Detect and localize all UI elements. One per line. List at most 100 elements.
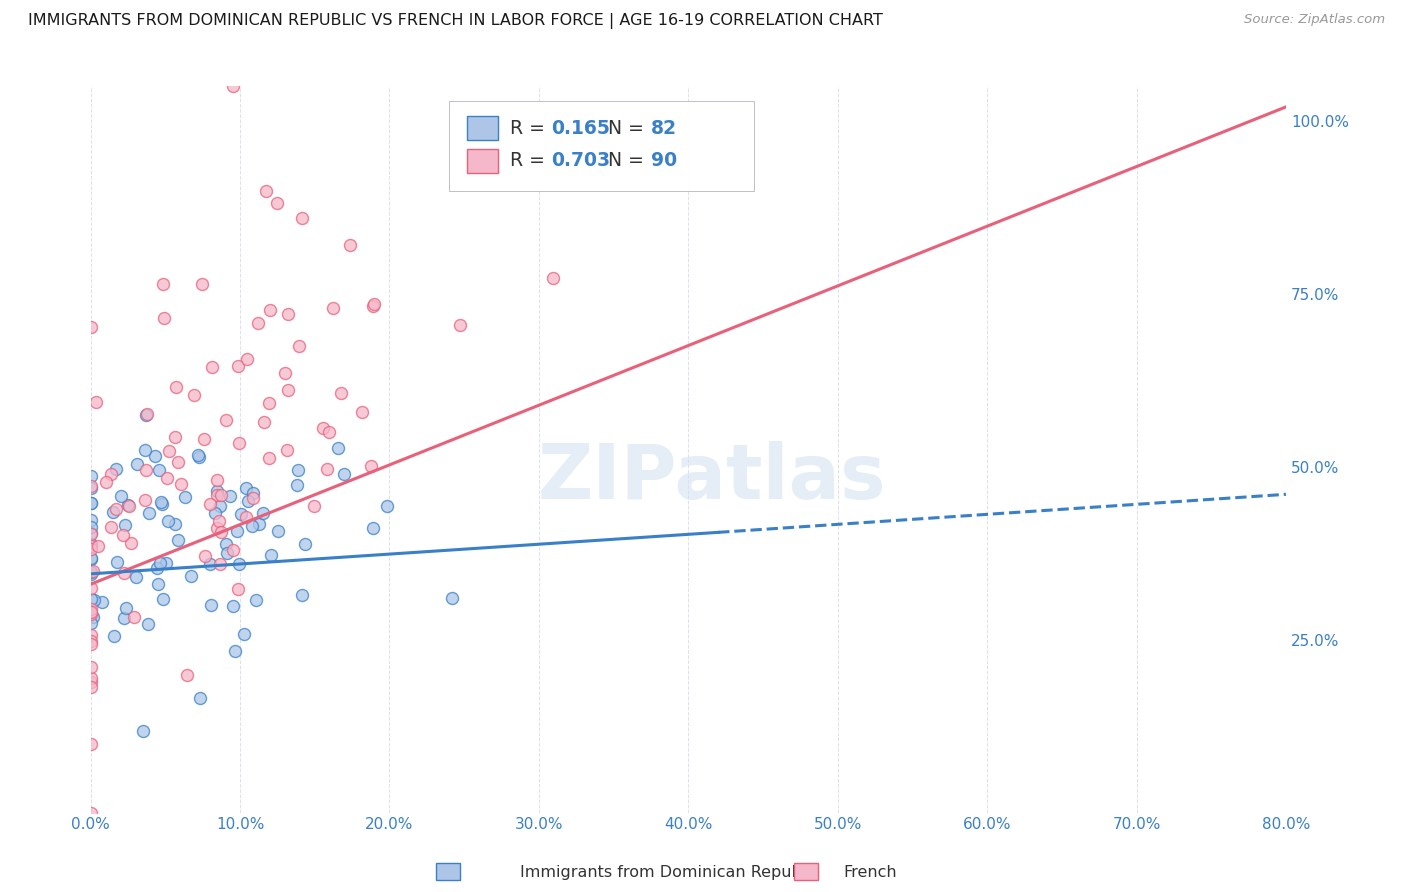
Point	[79, 628, 101, 642]
Point	[215, 412, 238, 426]
Point	[79, 496, 101, 510]
Point	[193, 549, 215, 564]
Point	[291, 211, 314, 225]
Point	[228, 436, 250, 450]
Point	[79, 552, 101, 566]
Point	[235, 510, 257, 524]
Point	[79, 479, 101, 493]
Point	[79, 566, 101, 581]
Point	[350, 405, 373, 419]
FancyBboxPatch shape	[467, 116, 498, 140]
Point	[136, 407, 159, 421]
Point	[83, 593, 105, 607]
Point	[205, 488, 228, 502]
Point	[152, 592, 174, 607]
Text: Source: ZipAtlas.com: Source: ZipAtlas.com	[1244, 13, 1385, 27]
Point	[294, 537, 316, 551]
Point	[94, 475, 117, 490]
Point	[267, 524, 290, 539]
Point	[143, 449, 166, 463]
Point	[150, 495, 173, 509]
Point	[79, 616, 101, 631]
Text: 90: 90	[651, 152, 678, 170]
Point	[541, 270, 564, 285]
Point	[318, 425, 340, 439]
Point	[79, 674, 101, 689]
Point	[79, 537, 101, 551]
Point	[100, 467, 122, 482]
Point	[135, 408, 157, 422]
Point	[79, 660, 101, 674]
Point	[198, 557, 221, 571]
Text: N =: N =	[596, 119, 650, 137]
Point	[285, 477, 308, 491]
Point	[312, 420, 335, 434]
Point	[87, 539, 110, 553]
Point	[205, 473, 228, 487]
Point	[226, 359, 249, 373]
Point	[205, 521, 228, 535]
Point	[228, 557, 250, 571]
Point	[242, 491, 264, 506]
Point	[360, 459, 382, 474]
Point	[79, 481, 101, 495]
Point	[156, 470, 179, 484]
Point	[235, 481, 257, 495]
Point	[104, 502, 127, 516]
Point	[79, 566, 101, 580]
Point	[117, 499, 139, 513]
Point	[326, 441, 349, 455]
Point	[209, 524, 232, 539]
Point	[79, 527, 101, 541]
Point	[221, 79, 243, 94]
Point	[226, 582, 249, 596]
Point	[198, 497, 221, 511]
Point	[115, 601, 138, 615]
Point	[134, 492, 156, 507]
Point	[173, 490, 195, 504]
Point	[79, 737, 101, 751]
Point	[79, 581, 101, 595]
Point	[193, 432, 215, 446]
Point	[79, 525, 101, 540]
Point	[100, 519, 122, 533]
Point	[242, 486, 264, 500]
Point	[79, 542, 101, 557]
Point	[165, 380, 187, 394]
Point	[191, 277, 214, 291]
Point	[79, 496, 101, 510]
Point	[90, 595, 112, 609]
Point	[266, 195, 288, 210]
Point	[131, 724, 153, 739]
Point	[125, 457, 148, 471]
Point	[157, 515, 180, 529]
Point	[79, 605, 101, 619]
Point	[103, 505, 125, 519]
Point	[232, 627, 254, 641]
Point	[155, 557, 177, 571]
Point	[209, 487, 232, 501]
Point	[145, 561, 167, 575]
Point	[167, 455, 190, 469]
Point	[247, 516, 270, 531]
Point	[138, 506, 160, 520]
Point	[165, 430, 187, 444]
Point	[217, 546, 239, 560]
Point	[219, 489, 242, 503]
Point	[361, 521, 384, 535]
Point	[247, 316, 270, 330]
Point	[224, 644, 246, 658]
Text: 0.165: 0.165	[551, 119, 610, 137]
Point	[236, 351, 259, 366]
Point	[79, 592, 101, 607]
Point	[201, 360, 224, 375]
Point	[277, 307, 299, 321]
Point	[183, 388, 205, 402]
Point	[339, 238, 361, 252]
Point	[79, 551, 101, 566]
Point	[222, 599, 245, 613]
Text: ZIPatlas: ZIPatlas	[538, 442, 887, 516]
Point	[79, 634, 101, 648]
Point	[153, 310, 176, 325]
FancyBboxPatch shape	[450, 101, 754, 192]
